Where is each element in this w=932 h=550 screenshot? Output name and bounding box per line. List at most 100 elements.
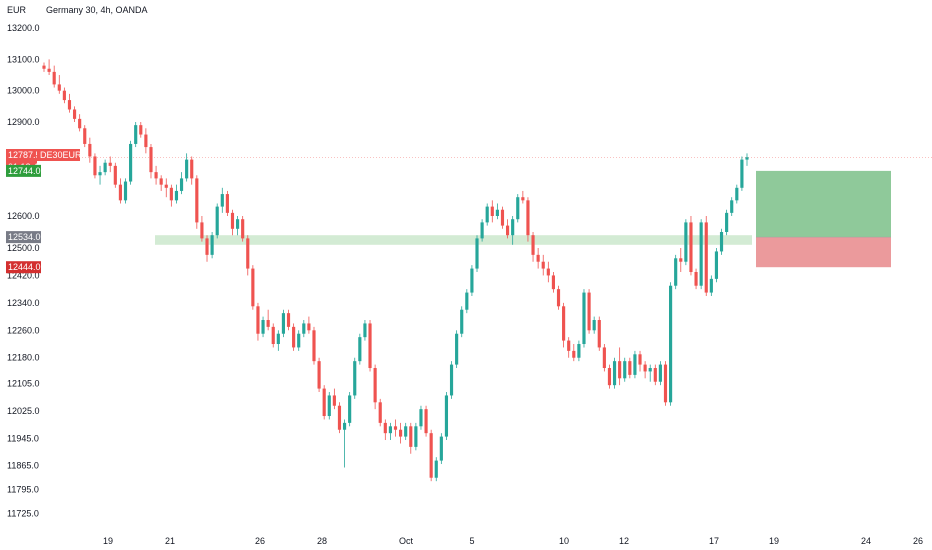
candle[interactable] (47, 59, 51, 76)
candle[interactable] (480, 219, 484, 242)
candle[interactable] (730, 197, 734, 216)
candle[interactable] (551, 272, 555, 293)
candle[interactable] (134, 122, 138, 148)
candle[interactable] (562, 302, 566, 348)
candle[interactable] (638, 350, 642, 372)
candle[interactable] (607, 364, 612, 389)
candle[interactable] (236, 216, 240, 236)
candle[interactable] (546, 261, 550, 283)
candle[interactable] (735, 184, 739, 204)
candle[interactable] (72, 106, 77, 123)
candle[interactable] (541, 254, 545, 276)
candle[interactable] (185, 153, 189, 182)
candle[interactable] (495, 203, 499, 220)
instrument-title[interactable]: Germany 30, 4h, OANDA (46, 5, 148, 15)
candle[interactable] (592, 316, 596, 334)
candle[interactable] (399, 422, 403, 444)
candle[interactable] (505, 219, 510, 239)
candle[interactable] (322, 385, 326, 420)
candle[interactable] (348, 392, 352, 427)
candle[interactable] (353, 357, 357, 399)
candle[interactable] (679, 248, 683, 273)
candle[interactable] (57, 75, 61, 94)
candle[interactable] (709, 275, 713, 297)
candle[interactable] (714, 248, 719, 283)
candle[interactable] (363, 320, 367, 341)
candle[interactable] (434, 457, 438, 482)
candle[interactable] (52, 65, 56, 88)
candle[interactable] (470, 265, 474, 297)
candle[interactable] (577, 340, 581, 362)
candle[interactable] (154, 165, 158, 185)
candle[interactable] (108, 156, 112, 173)
candle[interactable] (118, 178, 122, 204)
candle[interactable] (230, 209, 235, 236)
candle[interactable] (643, 361, 647, 379)
candle[interactable] (276, 330, 280, 351)
candle[interactable] (281, 309, 286, 338)
candle[interactable] (460, 306, 464, 338)
candle[interactable] (200, 216, 204, 242)
candle[interactable] (215, 203, 219, 239)
candle[interactable] (628, 357, 632, 379)
candle[interactable] (485, 203, 489, 226)
candle[interactable] (205, 235, 209, 262)
candle[interactable] (414, 422, 418, 451)
candle[interactable] (449, 361, 454, 399)
candle[interactable] (526, 197, 530, 242)
candle[interactable] (689, 216, 693, 276)
candle[interactable] (307, 316, 311, 334)
candle[interactable] (490, 200, 494, 223)
candle[interactable] (602, 344, 606, 372)
candle[interactable] (297, 330, 301, 351)
candle[interactable] (210, 232, 214, 259)
candle[interactable] (174, 184, 179, 204)
candle[interactable] (129, 140, 133, 185)
candle[interactable] (572, 344, 576, 362)
candle[interactable] (266, 309, 270, 331)
candle[interactable] (332, 388, 336, 410)
candle[interactable] (658, 361, 662, 386)
candle[interactable] (373, 364, 377, 410)
candle[interactable] (388, 422, 392, 441)
candle[interactable] (241, 216, 245, 242)
candle[interactable] (378, 398, 382, 427)
candle[interactable] (567, 337, 571, 358)
candle[interactable] (500, 206, 505, 229)
candle[interactable] (719, 228, 724, 255)
candle[interactable] (78, 114, 82, 132)
candle[interactable] (246, 235, 250, 276)
candle[interactable] (251, 265, 255, 310)
candle[interactable] (465, 289, 469, 314)
candle[interactable] (444, 392, 449, 441)
candle[interactable] (337, 402, 342, 434)
candle[interactable] (419, 405, 423, 430)
candle[interactable] (429, 429, 433, 482)
candle[interactable] (225, 190, 229, 216)
candle[interactable] (342, 419, 347, 468)
candle[interactable] (455, 330, 459, 369)
candle[interactable] (633, 350, 637, 379)
candle[interactable] (587, 289, 591, 334)
candle[interactable] (195, 175, 199, 229)
candle[interactable] (582, 289, 586, 348)
candle[interactable] (383, 419, 387, 441)
candle[interactable] (439, 433, 443, 465)
candle[interactable] (536, 248, 540, 269)
candle[interactable] (179, 172, 184, 195)
candle[interactable] (725, 209, 729, 236)
candle[interactable] (88, 137, 92, 163)
candle[interactable] (62, 87, 66, 104)
candle[interactable] (144, 128, 148, 154)
candle[interactable] (612, 357, 617, 389)
candle[interactable] (113, 162, 117, 188)
candle[interactable] (516, 194, 520, 223)
stop-loss-zone[interactable] (756, 237, 891, 268)
candle[interactable] (704, 216, 708, 297)
candle[interactable] (699, 219, 703, 290)
candle[interactable] (169, 184, 173, 207)
candle[interactable] (424, 405, 428, 437)
profit-target-zone[interactable] (756, 170, 891, 238)
candle[interactable] (327, 392, 331, 420)
